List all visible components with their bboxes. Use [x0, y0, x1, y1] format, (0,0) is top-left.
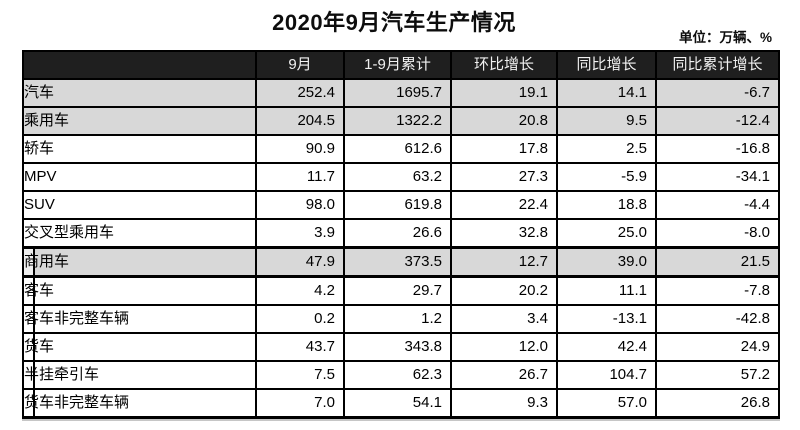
- value-cell: 27.3: [450, 162, 558, 192]
- value-cell: 25.0: [556, 218, 657, 249]
- value-cell: 11.1: [556, 275, 657, 306]
- column-header: 1-9月累计: [343, 50, 452, 80]
- value-cell: 619.8: [343, 190, 452, 220]
- value-cell: 12.0: [450, 332, 558, 362]
- value-cell: 343.8: [343, 332, 452, 362]
- table-row: 半挂牵引车 7.5 62.3 26.7 104.7 57.2: [22, 360, 780, 390]
- value-cell: -12.4: [655, 106, 780, 136]
- table-row: 客车非完整车辆 0.2 1.2 3.4 -13.1 -42.8: [22, 304, 780, 334]
- value-cell: 252.4: [255, 78, 345, 108]
- table-body: 汽车 252.4 1695.7 19.1 14.1 -6.7 乘用车 204.5 1322.2 2…: [22, 78, 780, 419]
- value-cell: 0.2: [255, 304, 345, 334]
- column-header: 同比累计增长: [655, 50, 780, 80]
- row-label: SUV: [22, 190, 257, 220]
- value-cell: 3.9: [255, 218, 345, 249]
- value-cell: 7.5: [255, 360, 345, 390]
- column-header: 同比增长: [556, 50, 657, 80]
- value-cell: 29.7: [343, 275, 452, 306]
- value-cell: 90.9: [255, 134, 345, 164]
- table-row: 汽车 252.4 1695.7 19.1 14.1 -6.7: [22, 78, 780, 108]
- value-cell: 4.2: [255, 275, 345, 306]
- value-cell: 54.1: [343, 388, 452, 419]
- row-label: 乘用车: [22, 106, 257, 136]
- value-cell: 98.0: [255, 190, 345, 220]
- column-header: 环比增长: [450, 50, 558, 80]
- value-cell: 1695.7: [343, 78, 452, 108]
- unit-label: 单位：万辆、%: [678, 30, 772, 45]
- column-header: 9月: [255, 50, 345, 80]
- row-label: 商用车: [22, 246, 257, 278]
- header-row: 9月 1-9月累计 环比增长 同比增长 同比累计增长: [22, 50, 780, 80]
- value-cell: 1.2: [343, 304, 452, 334]
- row-label: 客车非完整车辆: [22, 304, 257, 334]
- table-header: 9月 1-9月累计 环比增长 同比增长 同比累计增长: [22, 50, 780, 80]
- table-row: 商用车 47.9 373.5 12.7 39.0 21.5: [22, 246, 780, 278]
- value-cell: 26.8: [655, 388, 780, 419]
- value-cell: -7.8: [655, 275, 780, 306]
- value-cell: 204.5: [255, 106, 345, 136]
- value-cell: 373.5: [343, 246, 452, 278]
- row-label: 货车非完整车辆: [22, 388, 257, 419]
- value-cell: 2.5: [556, 134, 657, 164]
- table-row: 客车 4.2 29.7 20.2 11.1 -7.8: [22, 275, 780, 306]
- value-cell: -42.8: [655, 304, 780, 334]
- value-cell: 63.2: [343, 162, 452, 192]
- value-cell: 104.7: [556, 360, 657, 390]
- value-cell: 32.8: [450, 218, 558, 249]
- table-row: 乘用车 204.5 1322.2 20.8 9.5 -12.4: [22, 106, 780, 136]
- value-cell: 20.8: [450, 106, 558, 136]
- row-label: MPV: [22, 162, 257, 192]
- value-cell: -34.1: [655, 162, 780, 192]
- table-row: 货车非完整车辆 7.0 54.1 9.3 57.0 26.8: [22, 388, 780, 419]
- value-cell: 612.6: [343, 134, 452, 164]
- value-cell: 9.3: [450, 388, 558, 419]
- value-cell: 1322.2: [343, 106, 452, 136]
- value-cell: 11.7: [255, 162, 345, 192]
- value-cell: 24.9: [655, 332, 780, 362]
- value-cell: -6.7: [655, 78, 780, 108]
- row-label: 汽车: [22, 78, 257, 108]
- row-label: 轿车: [22, 134, 257, 164]
- value-cell: -16.8: [655, 134, 780, 164]
- value-cell: 3.4: [450, 304, 558, 334]
- value-cell: 62.3: [343, 360, 452, 390]
- value-cell: 43.7: [255, 332, 345, 362]
- row-label: 半挂牵引车: [22, 360, 257, 390]
- value-cell: 17.8: [450, 134, 558, 164]
- value-cell: 57.0: [556, 388, 657, 419]
- value-cell: -13.1: [556, 304, 657, 334]
- value-cell: 20.2: [450, 275, 558, 306]
- corner-header-cell: [22, 50, 257, 80]
- value-cell: 26.6: [343, 218, 452, 249]
- production-table: 9月 1-9月累计 环比增长 同比增长 同比累计增长 汽车 252.4 1695.7 19.1…: [22, 50, 780, 419]
- value-cell: 42.4: [556, 332, 657, 362]
- value-cell: 9.5: [556, 106, 657, 136]
- table-row: SUV 98.0 619.8 22.4 18.8 -4.4: [22, 190, 780, 220]
- table-row: 轿车 90.9 612.6 17.8 2.5 -16.8: [22, 134, 780, 164]
- value-cell: -5.9: [556, 162, 657, 192]
- value-cell: 57.2: [655, 360, 780, 390]
- value-cell: 14.1: [556, 78, 657, 108]
- page-title: 2020年9月汽车生产情况: [272, 10, 516, 35]
- row-label: 货车: [22, 332, 257, 362]
- table-row: MPV 11.7 63.2 27.3 -5.9 -34.1: [22, 162, 780, 192]
- value-cell: 12.7: [450, 246, 558, 278]
- value-cell: 7.0: [255, 388, 345, 419]
- value-cell: 39.0: [556, 246, 657, 278]
- table-row: 交叉型乘用车 3.9 26.6 32.8 25.0 -8.0: [22, 218, 780, 249]
- value-cell: 26.7: [450, 360, 558, 390]
- value-cell: -4.4: [655, 190, 780, 220]
- row-label: 交叉型乘用车: [22, 218, 257, 249]
- value-cell: 21.5: [655, 246, 780, 278]
- value-cell: 18.8: [556, 190, 657, 220]
- value-cell: 19.1: [450, 78, 558, 108]
- value-cell: 47.9: [255, 246, 345, 278]
- table-row: 货车 43.7 343.8 12.0 42.4 24.9: [22, 332, 780, 362]
- value-cell: 22.4: [450, 190, 558, 220]
- value-cell: -8.0: [655, 218, 780, 249]
- row-label: 客车: [22, 275, 257, 306]
